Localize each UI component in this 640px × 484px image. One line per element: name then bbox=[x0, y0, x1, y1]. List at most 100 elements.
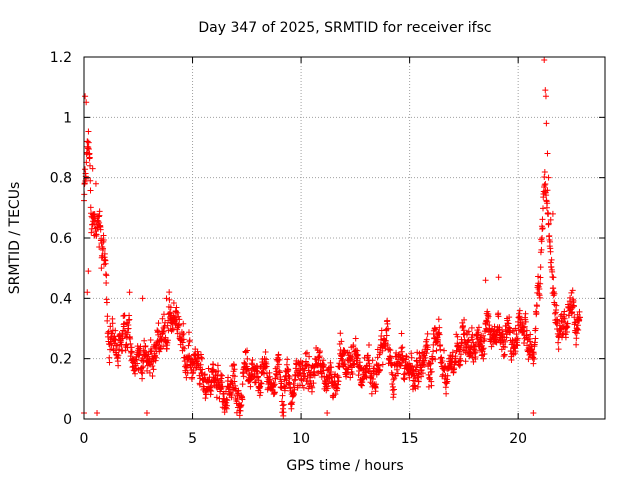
data-point bbox=[209, 366, 216, 373]
data-point bbox=[555, 339, 562, 346]
data-point bbox=[562, 334, 569, 341]
data-point bbox=[523, 327, 530, 334]
data-point bbox=[215, 368, 222, 375]
data-point bbox=[462, 358, 469, 365]
data-point bbox=[480, 345, 487, 352]
data-point bbox=[465, 337, 472, 344]
data-point bbox=[205, 365, 212, 372]
data-point bbox=[553, 302, 560, 309]
data-point bbox=[550, 285, 557, 292]
data-point bbox=[284, 356, 291, 363]
data-point bbox=[561, 308, 568, 315]
data-point bbox=[390, 394, 397, 401]
data-point bbox=[325, 380, 332, 387]
data-point bbox=[554, 319, 561, 326]
data-point bbox=[150, 366, 157, 373]
data-point bbox=[436, 331, 443, 338]
data-point bbox=[244, 347, 251, 354]
data-point bbox=[338, 338, 345, 345]
data-point bbox=[238, 401, 245, 408]
data-point bbox=[112, 327, 119, 334]
data-point bbox=[472, 354, 479, 361]
data-point bbox=[522, 310, 529, 317]
data-point bbox=[493, 332, 500, 339]
data-point bbox=[436, 324, 443, 331]
data-point bbox=[303, 349, 310, 356]
data-point bbox=[306, 353, 313, 360]
data-point bbox=[424, 344, 431, 351]
data-point bbox=[271, 381, 278, 388]
data-point bbox=[485, 313, 492, 320]
data-point bbox=[472, 348, 479, 355]
data-point bbox=[149, 373, 156, 380]
data-point bbox=[207, 384, 214, 391]
data-point bbox=[285, 367, 292, 374]
data-point bbox=[561, 319, 568, 326]
data-point bbox=[86, 150, 93, 157]
data-point bbox=[433, 347, 440, 354]
data-point bbox=[128, 349, 135, 356]
data-point bbox=[530, 351, 537, 358]
data-point bbox=[375, 362, 382, 369]
data-point bbox=[271, 389, 278, 396]
data-point bbox=[334, 385, 341, 392]
data-point bbox=[221, 409, 228, 416]
data-point bbox=[180, 336, 187, 343]
data-point bbox=[316, 353, 323, 360]
data-point bbox=[401, 376, 408, 383]
data-point bbox=[262, 364, 269, 371]
data-point bbox=[276, 356, 283, 363]
data-point bbox=[104, 313, 111, 320]
data-point bbox=[415, 378, 422, 385]
data-point bbox=[263, 363, 270, 370]
data-point bbox=[491, 323, 498, 330]
data-point bbox=[84, 289, 91, 296]
data-point bbox=[442, 384, 449, 391]
data-point bbox=[138, 364, 145, 371]
data-point bbox=[512, 348, 519, 355]
data-point bbox=[435, 338, 442, 345]
data-point bbox=[85, 268, 92, 275]
y-tick-label: 1 bbox=[63, 110, 72, 126]
data-point bbox=[107, 323, 114, 330]
data-point bbox=[576, 314, 583, 321]
data-point bbox=[134, 360, 141, 367]
data-point bbox=[512, 325, 519, 332]
data-point bbox=[157, 346, 164, 353]
data-point bbox=[257, 380, 264, 387]
data-point bbox=[345, 366, 352, 373]
data-point bbox=[87, 204, 94, 211]
data-point bbox=[153, 354, 160, 361]
data-point bbox=[412, 385, 419, 392]
data-point bbox=[525, 356, 532, 363]
data-point bbox=[441, 347, 448, 354]
data-point bbox=[441, 367, 448, 374]
data-point bbox=[164, 339, 171, 346]
data-point bbox=[262, 348, 269, 355]
data-point bbox=[536, 294, 543, 301]
data-point bbox=[172, 308, 179, 315]
data-point bbox=[432, 326, 439, 333]
data-point bbox=[408, 350, 415, 357]
data-point bbox=[387, 347, 394, 354]
data-point bbox=[126, 316, 133, 323]
data-point bbox=[513, 331, 520, 338]
data-point bbox=[180, 330, 187, 337]
data-point bbox=[164, 322, 171, 329]
data-point bbox=[248, 360, 255, 367]
data-point bbox=[545, 174, 552, 181]
data-point bbox=[139, 370, 146, 377]
data-point bbox=[542, 180, 549, 187]
data-point bbox=[393, 366, 400, 373]
data-point bbox=[520, 339, 527, 346]
data-point bbox=[484, 318, 491, 325]
data-point bbox=[256, 392, 263, 399]
data-point bbox=[174, 309, 181, 316]
data-point bbox=[428, 368, 435, 375]
data-point bbox=[543, 120, 550, 127]
data-point bbox=[324, 409, 331, 416]
data-point bbox=[564, 320, 571, 327]
data-point bbox=[210, 361, 217, 368]
data-point bbox=[390, 386, 397, 393]
data-point bbox=[100, 237, 107, 244]
